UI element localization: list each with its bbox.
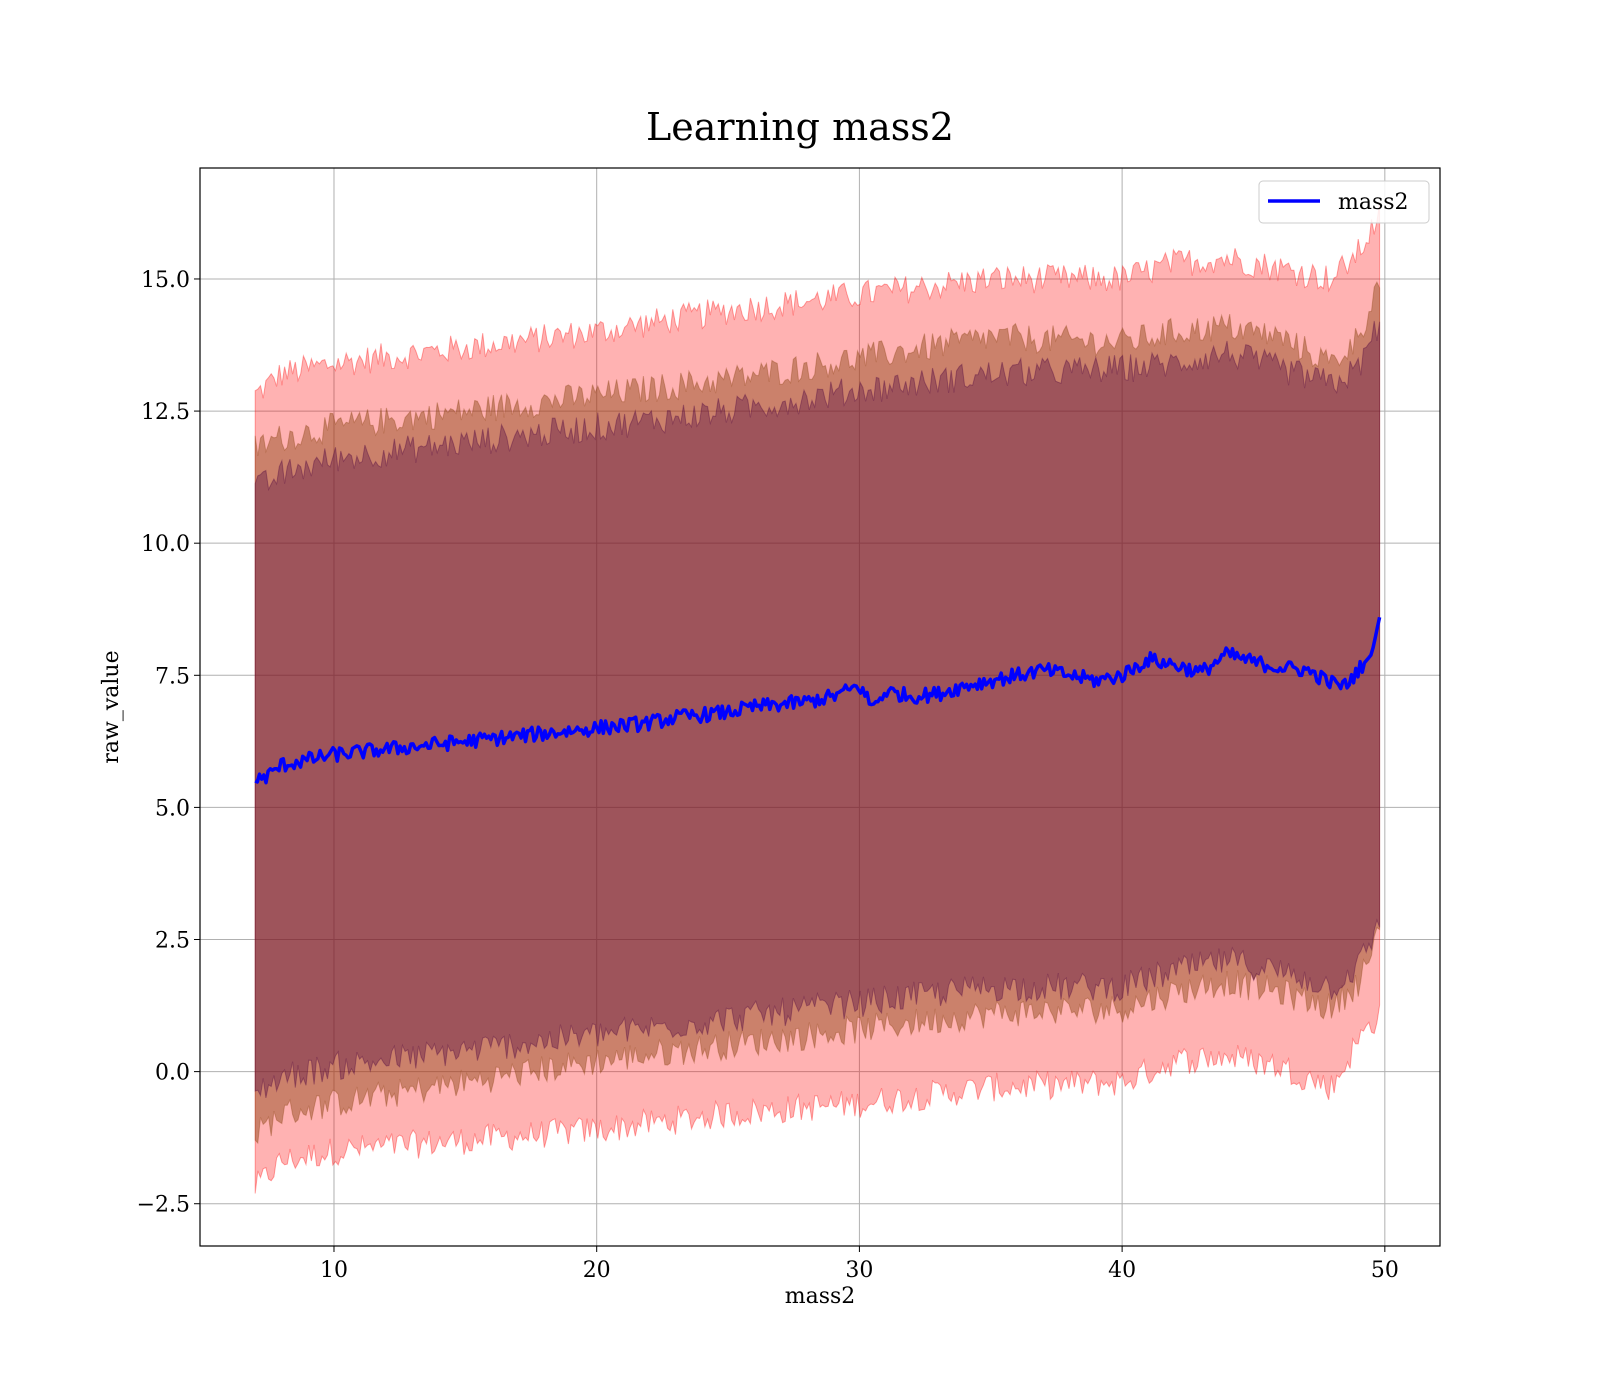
x-axis-label: mass2	[785, 1284, 856, 1309]
y-tick-label: 7.5	[155, 664, 190, 689]
x-tick-label: 30	[845, 1258, 873, 1283]
grid	[200, 168, 1440, 1246]
x-tick-label: 40	[1108, 1258, 1136, 1283]
plot-frame	[199, 167, 1441, 1247]
y-tick-label: 10.0	[141, 532, 190, 557]
y-tick-label: 15.0	[141, 268, 190, 293]
y-tick-label: −2.5	[137, 1193, 190, 1218]
x-axis-ticks: 10 20 30 40 50	[320, 1246, 1399, 1283]
x-tick-label: 10	[320, 1258, 348, 1283]
chart-title: Learning mass2	[646, 105, 954, 149]
x-tick-label: 50	[1371, 1258, 1399, 1283]
y-axis-label: raw_value	[99, 650, 124, 763]
confidence-band	[254, 320, 1381, 1099]
legend-label: mass2	[1338, 190, 1409, 215]
legend-box	[1258, 180, 1430, 224]
y-tick-label: 12.5	[141, 400, 190, 425]
x-tick-label: 20	[583, 1258, 611, 1283]
y-axis-ticks: −2.5 0.0 2.5 5.0 7.5 10.0 12.5 15.0	[137, 268, 200, 1218]
y-tick-label: 2.5	[155, 929, 190, 954]
y-tick-label: 0.0	[155, 1061, 190, 1086]
confidence-band	[254, 280, 1381, 1145]
series-line-mass2	[254, 616, 1382, 785]
y-tick-label: 5.0	[155, 796, 190, 821]
legend: mass2	[1258, 180, 1430, 224]
series-lines	[254, 616, 1382, 785]
